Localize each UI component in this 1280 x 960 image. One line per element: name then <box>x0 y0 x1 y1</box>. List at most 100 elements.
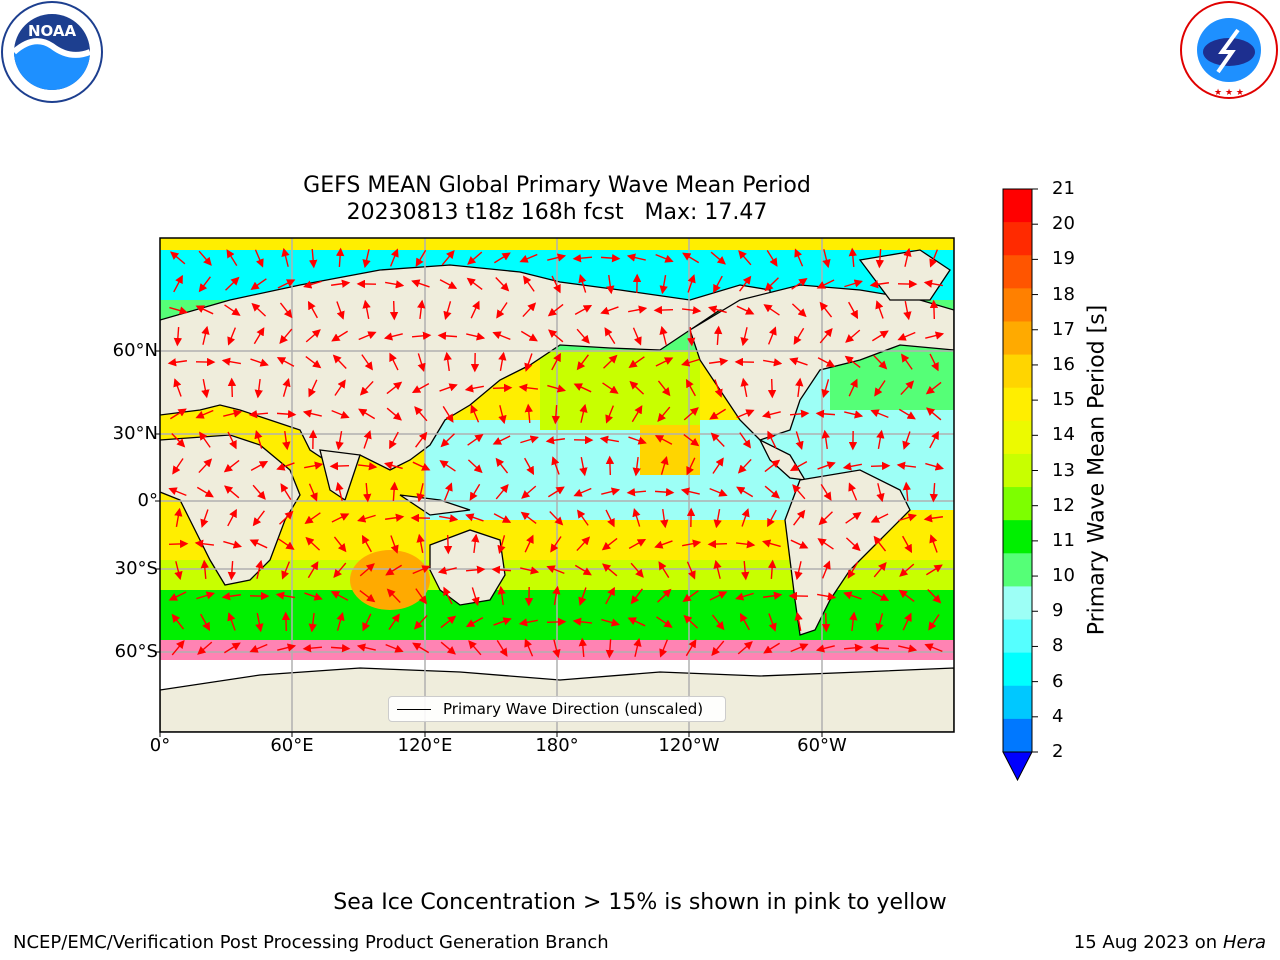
wave-direction-arrow <box>740 327 749 347</box>
wave-direction-arrow <box>547 486 565 498</box>
wave-direction-arrow <box>551 404 561 425</box>
wave-direction-arrow <box>307 300 318 319</box>
wave-direction-arrow <box>439 460 456 472</box>
wave-direction-arrow <box>276 409 297 419</box>
wave-direction-arrow <box>249 643 268 653</box>
wave-direction-arrow <box>518 618 538 627</box>
colorbar-tick-label: 21 <box>1052 178 1075 199</box>
wave-direction-arrow <box>521 485 537 499</box>
colorbar-tick-label: 17 <box>1052 318 1075 340</box>
wave-direction-arrow <box>847 561 859 579</box>
wave-direction-arrow <box>524 534 534 553</box>
wave-direction-arrow <box>442 405 454 423</box>
map-field <box>160 238 954 732</box>
wave-direction-arrow <box>898 644 918 653</box>
wave-direction-arrow <box>903 301 912 321</box>
wave-direction-arrow <box>628 356 645 368</box>
wave-direction-arrow <box>710 251 726 265</box>
wave-direction-arrow <box>709 591 728 601</box>
lon-label-0: 0° <box>149 735 171 756</box>
wave-direction-arrow <box>411 331 432 341</box>
wave-direction-arrow <box>740 377 749 397</box>
wave-direction-arrow <box>711 614 725 631</box>
wave-direction-arrow <box>764 459 781 473</box>
wave-direction-arrow <box>359 380 374 396</box>
wave-direction-arrow <box>335 481 344 501</box>
wave-direction-arrow <box>815 644 835 653</box>
wave-direction-arrow <box>848 482 858 501</box>
wave-direction-arrow <box>628 436 647 445</box>
wave-direction-arrow <box>870 409 889 419</box>
colorbar-segment <box>1003 189 1032 223</box>
wave-direction-arrow <box>871 591 890 601</box>
wave-direction-arrow <box>465 513 484 522</box>
svg-text:★ ★ ★: ★ ★ ★ <box>1214 88 1244 98</box>
wave-direction-arrow <box>925 331 945 340</box>
wave-direction-arrow <box>386 381 403 395</box>
wave-direction-arrow <box>766 249 778 267</box>
lat-label-0: 0° <box>137 490 158 511</box>
wave-direction-arrow <box>520 566 540 575</box>
wave-direction-arrow <box>658 561 670 579</box>
wave-direction-arrow <box>520 511 537 524</box>
wave-direction-arrow <box>795 431 804 450</box>
wave-direction-arrow <box>632 456 641 477</box>
wave-direction-arrow <box>682 590 699 602</box>
wave-direction-arrow <box>572 253 593 263</box>
wave-direction-arrow <box>546 565 565 575</box>
wave-direction-arrow <box>249 539 268 549</box>
wave-direction-arrow <box>171 613 185 630</box>
wave-direction-arrow <box>739 432 751 449</box>
wave-direction-arrow <box>547 253 567 262</box>
wave-direction-arrow <box>437 566 457 575</box>
wave-direction-arrow <box>599 435 619 444</box>
colorbar-tick-label: 2 <box>1052 741 1064 762</box>
wave-direction-arrow <box>443 301 452 320</box>
wave-direction-arrow <box>736 486 754 498</box>
nws-logo: ★ ★ ★ <box>1180 1 1278 99</box>
wave-direction-arrow <box>492 435 511 445</box>
sea-ice-note: Sea Ice Concentration > 15% is shown in … <box>333 890 947 915</box>
wave-direction-arrow <box>546 617 567 627</box>
wave-direction-arrow <box>495 277 510 292</box>
wave-direction-arrow <box>603 354 618 369</box>
wave-direction-arrow <box>897 331 916 341</box>
wave-direction-arrow <box>791 278 808 290</box>
wave-direction-arrow <box>195 409 214 419</box>
wave-direction-arrow <box>709 408 727 420</box>
wave-direction-arrow <box>282 430 291 451</box>
wave-direction-arrow <box>713 559 722 579</box>
wave-direction-arrow <box>223 540 242 549</box>
wave-direction-arrow <box>305 356 322 369</box>
wave-direction-arrow <box>221 357 241 366</box>
wave-direction-arrow <box>763 642 781 654</box>
wave-direction-arrow <box>304 592 323 601</box>
wave-direction-arrow <box>789 357 808 366</box>
wave-direction-arrow <box>606 274 615 295</box>
wave-direction-arrow <box>466 277 483 290</box>
wave-direction-arrow <box>275 591 295 600</box>
wave-direction-arrow <box>576 328 590 344</box>
wave-direction-arrow <box>385 643 404 653</box>
colorbar-tick-label: 13 <box>1052 459 1075 481</box>
colorbar-segment <box>1003 288 1032 322</box>
wave-direction-arrow <box>572 617 593 626</box>
wave-direction-arrow <box>681 306 702 315</box>
colorbar-segment <box>1003 652 1032 687</box>
wave-direction-arrow <box>334 379 346 396</box>
wave-direction-arrow <box>200 559 210 580</box>
wave-direction-arrow <box>817 357 836 367</box>
wave-direction-arrow <box>282 378 291 397</box>
wave-direction-arrow <box>762 591 783 600</box>
wave-direction-arrow <box>898 513 917 522</box>
wave-direction-arrow <box>660 456 669 475</box>
wave-direction-arrow <box>305 536 321 551</box>
wave-direction-arrow <box>925 462 944 471</box>
wave-direction-arrow <box>308 248 318 269</box>
wave-direction-arrow <box>902 612 912 631</box>
wave-direction-arrow <box>869 280 890 289</box>
wave-direction-arrow <box>928 614 940 631</box>
wave-direction-arrow <box>929 482 939 503</box>
wave-direction-arrow <box>389 352 399 371</box>
wave-direction-arrow <box>362 299 371 319</box>
